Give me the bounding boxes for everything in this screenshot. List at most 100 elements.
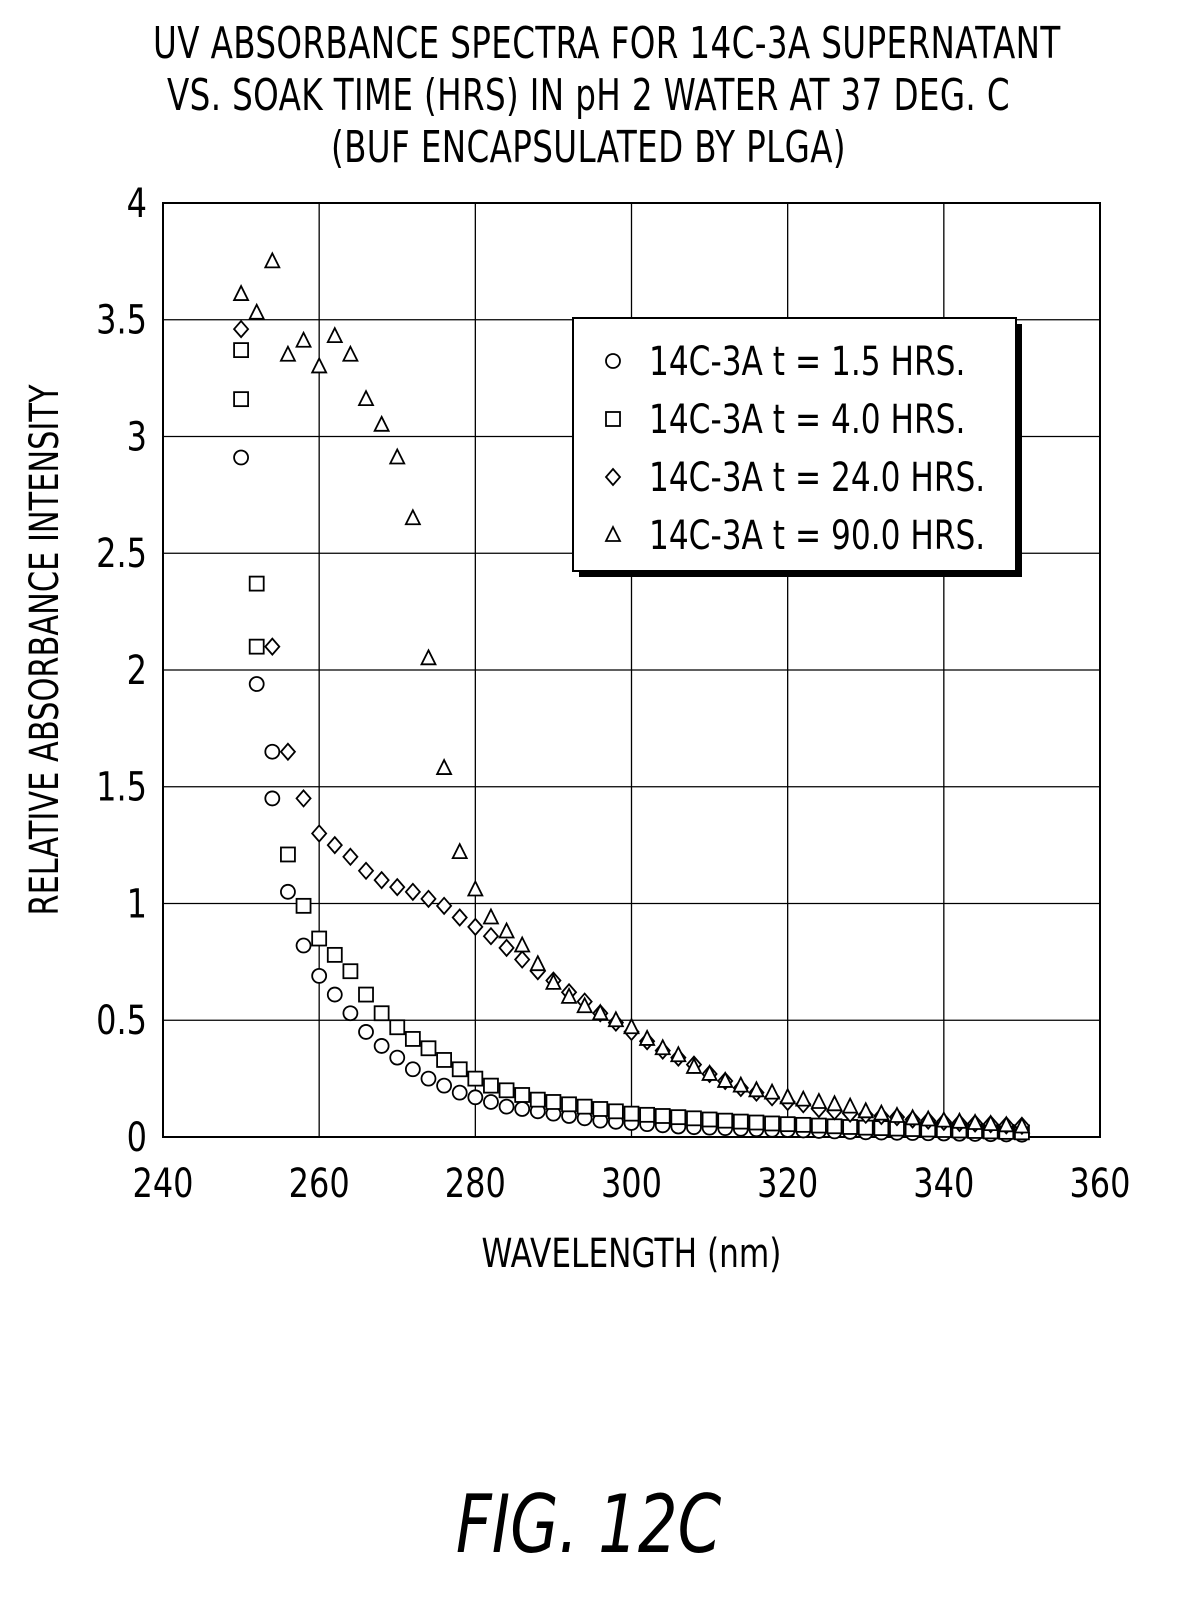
chart-title-line-2: VS. SOAK TIME (HRS) IN pH 2 WATER AT 37 … (167, 70, 1010, 121)
data-point-triangle (669, 1045, 687, 1063)
y-tick-label: 0 (127, 1113, 147, 1160)
x-tick-label: 280 (445, 1159, 506, 1206)
data-point-circle (451, 1084, 468, 1101)
x-tick-label: 360 (1069, 1159, 1130, 1206)
data-point-triangle (420, 648, 437, 666)
data-point-triangle (263, 251, 281, 269)
data-point-triangle (607, 1010, 625, 1028)
data-point-triangle (357, 389, 375, 407)
data-point-triangle (404, 508, 422, 526)
data-point-square (811, 1117, 827, 1134)
y-tick-label: 1.5 (96, 763, 147, 810)
data-point-circle (248, 676, 265, 692)
data-point-triangle (326, 326, 344, 343)
data-point-triangle (701, 1063, 719, 1081)
data-point-triangle (279, 344, 297, 362)
data-point-square (451, 1061, 468, 1078)
data-point-triangle (638, 1028, 656, 1046)
data-point-square (389, 1019, 406, 1036)
data-point-square (639, 1106, 656, 1123)
data-point-square (248, 638, 265, 655)
data-point-square (623, 1105, 640, 1122)
data-point-square (404, 1031, 421, 1047)
data-point-triangle (919, 1109, 937, 1127)
data-point-triangle (997, 1115, 1015, 1133)
data-point-diamond (404, 882, 422, 902)
data-point-circle (358, 1024, 374, 1040)
data-point-square (233, 391, 249, 408)
x-tick-label: 320 (757, 1159, 818, 1206)
legend-marker-square (605, 411, 621, 427)
data-point-square (529, 1091, 546, 1108)
data-point-square (561, 1096, 577, 1113)
data-point-square (311, 930, 328, 947)
data-point-diamond (342, 847, 359, 867)
data-point-square (717, 1112, 734, 1129)
data-point-circle (389, 1049, 406, 1066)
data-points (232, 251, 1031, 1143)
data-point-circle (373, 1038, 390, 1054)
data-point-triangle (373, 414, 391, 432)
data-point-diamond (513, 950, 531, 969)
y-axis-label: RELATIVE ABSORBANCE INTENSITY (22, 384, 68, 915)
data-point-square (436, 1052, 453, 1068)
legend: 14C-3A t = 1.5 HRS. 14C-3A t = 4.0 HRS. 14… (572, 317, 1022, 577)
series-triangle (232, 251, 1031, 1134)
data-point-square (779, 1116, 796, 1133)
data-point-triangle (310, 356, 328, 374)
data-point-triangle (747, 1080, 765, 1098)
data-point-triangle (888, 1105, 906, 1123)
data-point-circle (467, 1089, 484, 1106)
data-point-diamond (373, 870, 390, 890)
data-point-triangle (935, 1110, 953, 1128)
data-point-triangle (623, 1017, 640, 1035)
data-point-circle (311, 967, 328, 984)
legend-box (572, 317, 1017, 572)
data-point-circle (514, 1101, 531, 1117)
data-point-square (248, 575, 265, 592)
data-point-circle (404, 1061, 421, 1078)
data-point-diamond (264, 637, 281, 657)
legend-entry-label: 14C-3A t = 90.0 HRS. (649, 513, 985, 559)
x-tick-label: 260 (289, 1159, 350, 1206)
data-point-triangle (841, 1096, 859, 1114)
data-point-square (295, 897, 312, 914)
data-point-triangle (857, 1101, 875, 1119)
data-point-circle (280, 883, 296, 900)
data-point-square (280, 846, 296, 863)
data-point-triangle (950, 1111, 968, 1129)
data-point-triangle (685, 1056, 703, 1074)
data-point-circle (233, 449, 249, 466)
data-point-triangle (654, 1038, 672, 1056)
legend-marker-circle (605, 353, 621, 369)
x-tick-label: 300 (601, 1159, 662, 1206)
data-point-triangle (482, 907, 500, 925)
data-point-square (233, 342, 249, 359)
data-point-circle (326, 986, 343, 1003)
data-point-triangle (966, 1112, 984, 1130)
data-point-circle (264, 743, 281, 760)
data-point-triangle (248, 302, 266, 320)
legend-marker-triangle (604, 524, 622, 542)
data-point-triangle (716, 1070, 734, 1088)
data-point-triangle (763, 1082, 781, 1100)
data-point-triangle (498, 921, 516, 939)
data-point-triangle (810, 1091, 828, 1109)
data-point-square (358, 986, 374, 1003)
data-point-triangle (529, 954, 547, 972)
data-point-square (373, 1005, 390, 1022)
data-point-square (326, 946, 343, 963)
legend-entry-label: 14C-3A t = 4.0 HRS. (649, 397, 965, 443)
legend-entry-label: 14C-3A t = 24.0 HRS. (649, 455, 985, 501)
data-point-diamond (310, 824, 328, 843)
data-point-diamond (326, 835, 343, 855)
data-point-diamond (295, 789, 312, 808)
data-point-diamond (482, 926, 500, 946)
data-point-triangle (544, 972, 562, 990)
data-point-square (701, 1111, 718, 1128)
data-point-square (498, 1082, 515, 1099)
data-point-diamond (467, 917, 484, 937)
data-point-square (795, 1116, 812, 1133)
data-point-triangle (576, 996, 594, 1014)
data-point-diamond (232, 319, 250, 339)
